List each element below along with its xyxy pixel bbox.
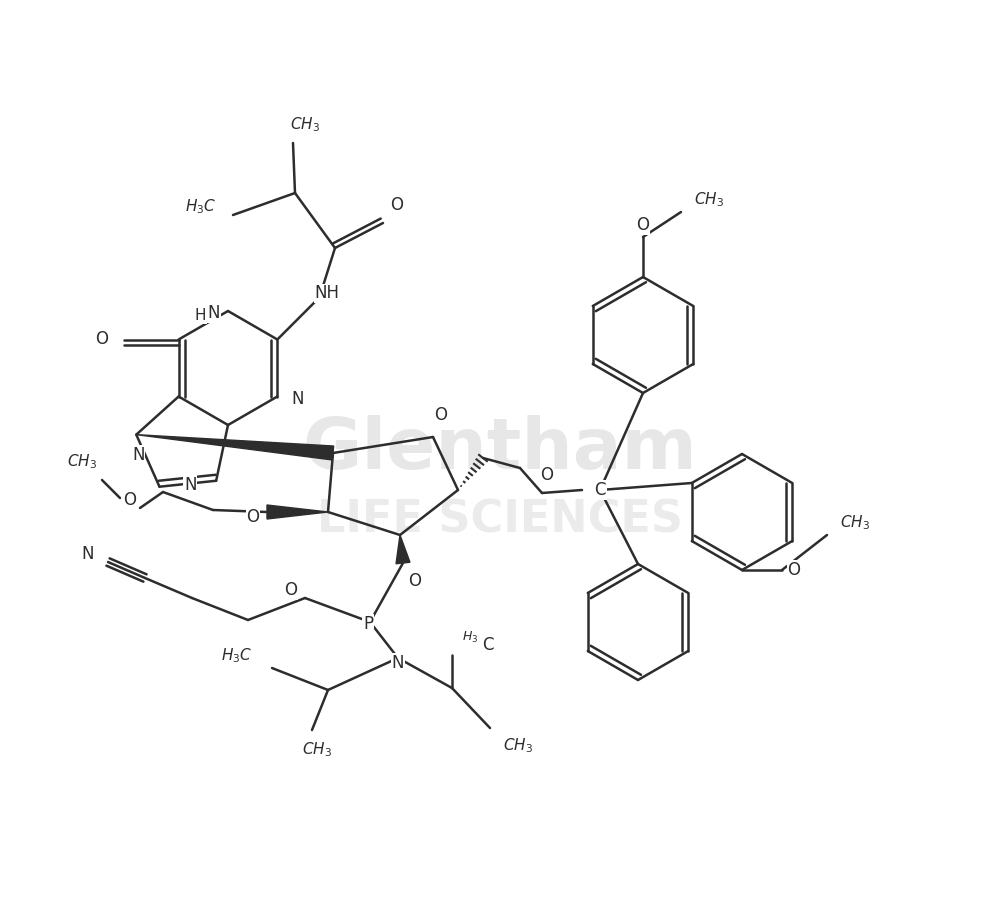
Text: $H_3C$: $H_3C$ (221, 646, 253, 665)
Text: O: O (637, 216, 650, 234)
Text: LIFE SCIENCES: LIFE SCIENCES (317, 499, 683, 542)
Text: C: C (482, 636, 494, 654)
Text: O: O (409, 572, 422, 590)
Text: N: N (184, 476, 196, 494)
Text: N: N (132, 446, 145, 464)
Polygon shape (136, 435, 334, 460)
Text: $CH_3$: $CH_3$ (67, 453, 97, 472)
Text: NH: NH (315, 284, 340, 302)
Text: Glentham: Glentham (303, 416, 697, 484)
Text: O: O (540, 466, 554, 484)
Text: N: N (208, 304, 220, 322)
Text: N: N (291, 390, 304, 408)
Text: O: O (124, 491, 136, 509)
Text: O: O (434, 406, 448, 424)
Text: O: O (390, 196, 404, 214)
Polygon shape (267, 505, 328, 519)
Text: O: O (285, 581, 298, 599)
Text: O: O (788, 561, 800, 579)
Text: H: H (194, 309, 206, 323)
Text: $H_3C$: $H_3C$ (185, 198, 217, 216)
Text: $CH_3$: $CH_3$ (503, 736, 533, 755)
Text: P: P (363, 615, 373, 633)
Text: N: N (82, 545, 94, 563)
Text: O: O (246, 508, 260, 526)
Text: $CH_3$: $CH_3$ (840, 514, 870, 533)
Text: C: C (594, 481, 606, 499)
Text: O: O (95, 330, 108, 348)
Text: N: N (392, 654, 404, 672)
Text: $CH_3$: $CH_3$ (302, 741, 332, 760)
Text: $CH_3$: $CH_3$ (694, 191, 724, 210)
Polygon shape (396, 535, 410, 563)
Text: $CH_3$: $CH_3$ (290, 115, 320, 134)
Text: $H_3$: $H_3$ (462, 629, 478, 644)
